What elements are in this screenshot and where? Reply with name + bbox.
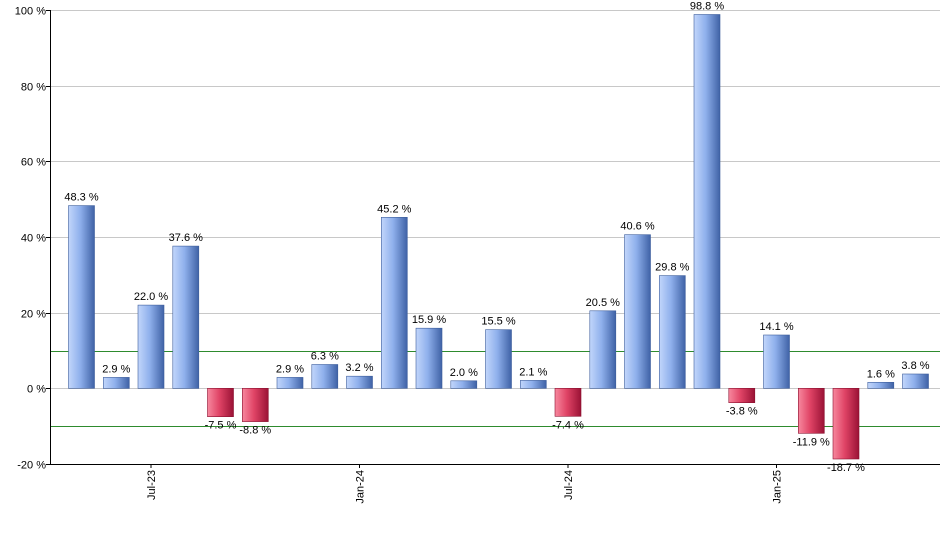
data-label: 14.1 % — [759, 321, 793, 333]
bar — [380, 217, 408, 389]
bars — [68, 14, 929, 460]
bar — [346, 375, 373, 389]
bar — [763, 334, 790, 389]
bar — [68, 205, 95, 389]
x-tick-label: Jul-23 — [146, 470, 158, 500]
bar — [519, 380, 547, 389]
data-label: -7.5 % — [205, 420, 237, 432]
bar — [415, 327, 443, 389]
y-tick-label: 40 % — [21, 233, 46, 245]
x-tick-label: Jan-25 — [772, 470, 784, 504]
data-label: 40.6 % — [620, 221, 654, 233]
bar — [554, 387, 582, 417]
x-tick-label: Jul-24 — [563, 470, 575, 500]
bar — [797, 387, 825, 434]
bar — [172, 245, 200, 389]
data-label: 3.8 % — [901, 360, 929, 372]
y-tick-label: 80 % — [21, 82, 46, 94]
bar — [728, 387, 756, 403]
data-label: 15.5 % — [481, 316, 515, 328]
data-label: 29.8 % — [655, 262, 689, 274]
data-label: 20.5 % — [586, 297, 620, 309]
bar — [242, 387, 269, 422]
axes — [46, 10, 940, 468]
bar — [867, 381, 895, 389]
data-label: 98.8 % — [690, 1, 724, 13]
labels: -20 % 0 % 20 % 40 % 60 % 80 % 100 % 48.3 % 2.9 %… — [15, 1, 930, 504]
bar — [624, 234, 651, 389]
data-label: 2.1 % — [519, 366, 547, 378]
data-label: 3.2 % — [345, 362, 373, 374]
data-label: 2.0 % — [450, 367, 478, 379]
bar — [832, 387, 860, 460]
y-tick-label: 20 % — [21, 309, 46, 321]
bar — [589, 310, 617, 389]
data-label: 2.9 % — [276, 363, 304, 375]
y-tick-label: -20 % — [17, 460, 46, 472]
bar — [137, 304, 165, 389]
bar — [658, 275, 686, 389]
bar — [902, 373, 929, 389]
data-label: 22.0 % — [134, 291, 168, 303]
y-tick-label: 60 % — [21, 157, 46, 169]
y-tick-label: 100 % — [15, 6, 46, 18]
x-tick-label: Jan-24 — [355, 470, 367, 504]
bar — [207, 387, 234, 417]
bar — [276, 377, 304, 389]
data-label: 45.2 % — [377, 203, 411, 215]
data-label: -11.9 % — [793, 436, 830, 448]
y-tick-label: 0 % — [27, 384, 46, 396]
data-label: 37.6 % — [169, 232, 203, 244]
data-label: 6.3 % — [311, 351, 339, 363]
bar — [103, 377, 130, 389]
bar — [450, 380, 478, 389]
bar — [693, 14, 721, 389]
data-label: -7.4 % — [552, 419, 584, 431]
bar — [485, 329, 512, 389]
bar — [311, 364, 339, 389]
data-label: 1.6 % — [867, 368, 895, 380]
data-label: -8.8 % — [239, 425, 271, 437]
data-label: 48.3 % — [64, 192, 98, 204]
data-label: 15.9 % — [412, 314, 446, 326]
data-label: -18.7 % — [827, 462, 865, 474]
data-label: 2.9 % — [102, 363, 130, 375]
data-label: -3.8 % — [726, 406, 758, 418]
